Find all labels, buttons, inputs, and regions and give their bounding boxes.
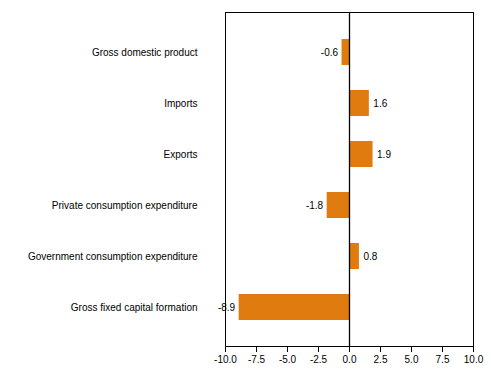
svg-text:0.8: 0.8: [363, 251, 377, 262]
svg-text:-2.5: -2.5: [310, 354, 328, 365]
svg-text:10.0: 10.0: [464, 354, 484, 365]
svg-text:Gross domestic product: Gross domestic product: [92, 47, 198, 58]
svg-text:-5.0: -5.0: [279, 354, 297, 365]
svg-text:Gross fixed capital formation: Gross fixed capital formation: [71, 302, 198, 313]
svg-text:7.5: 7.5: [436, 354, 450, 365]
svg-text:Government consumption expendi: Government consumption expenditure: [28, 251, 198, 262]
svg-text:2.5: 2.5: [374, 354, 388, 365]
svg-text:0.0: 0.0: [343, 354, 357, 365]
svg-text:-8.9: -8.9: [218, 302, 236, 313]
svg-text:Imports: Imports: [164, 98, 197, 109]
svg-text:-1.8: -1.8: [306, 200, 324, 211]
svg-text:-0.6: -0.6: [321, 47, 339, 58]
svg-text:1.6: 1.6: [373, 98, 387, 109]
svg-text:-10.0: -10.0: [214, 354, 237, 365]
svg-text:Exports: Exports: [164, 149, 198, 160]
svg-text:Private consumption expenditur: Private consumption expenditure: [52, 200, 198, 211]
svg-text:-7.5: -7.5: [248, 354, 266, 365]
svg-text:5.0: 5.0: [405, 354, 419, 365]
svg-text:1.9: 1.9: [377, 149, 391, 160]
